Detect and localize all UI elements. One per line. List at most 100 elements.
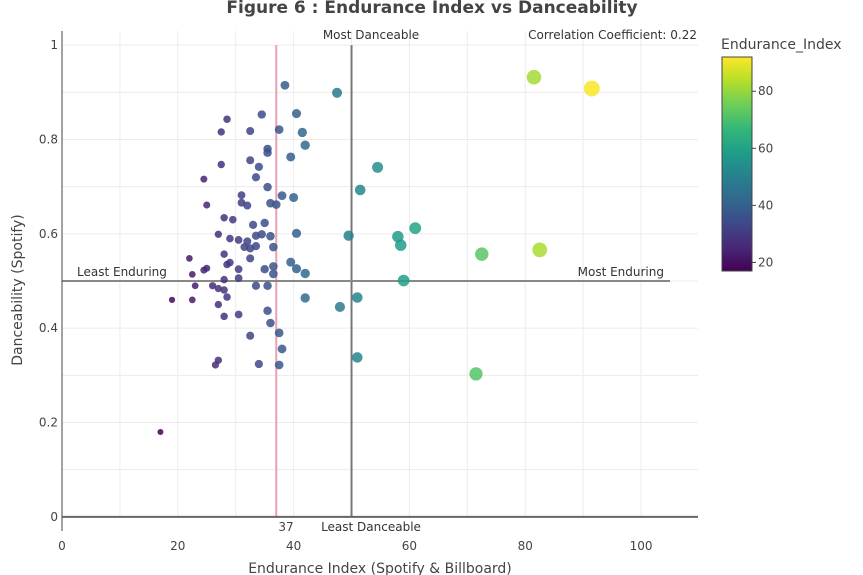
x-tick-label: 40: [286, 539, 301, 553]
data-points: [157, 69, 600, 435]
colorbar-tick-label: 20: [758, 255, 773, 269]
y-tick-label: 0.2: [39, 416, 58, 430]
data-point: [583, 80, 600, 97]
colorbar-ticks: 20 40 60 80: [752, 84, 773, 269]
data-point: [409, 222, 422, 235]
annotation-most-danceable: Most Danceable: [323, 28, 419, 42]
data-point: [352, 352, 363, 363]
data-point: [300, 268, 310, 279]
data-point: [220, 286, 228, 294]
y-tick-label: 0.4: [39, 321, 58, 335]
data-point: [343, 230, 354, 241]
data-point: [217, 160, 225, 169]
data-point: [220, 275, 228, 284]
data-point: [334, 301, 346, 313]
data-point: [157, 428, 164, 435]
x-tick-label: 0: [58, 539, 66, 553]
data-point: [257, 110, 266, 119]
data-point: [254, 162, 264, 171]
data-point: [214, 356, 223, 364]
data-point: [266, 231, 275, 241]
data-point: [271, 200, 281, 209]
data-point: [226, 234, 234, 243]
y-axis-title: Danceability (Spotify): [10, 214, 26, 366]
data-point: [203, 264, 211, 272]
x-tick-label: 100: [630, 539, 653, 553]
data-point: [226, 258, 234, 267]
data-point: [274, 360, 284, 370]
data-point: [257, 230, 266, 239]
data-point: [254, 359, 264, 369]
data-point: [269, 262, 278, 271]
data-point: [251, 241, 261, 251]
data-point: [191, 282, 199, 290]
data-point: [200, 175, 208, 183]
data-point: [260, 218, 269, 228]
data-point: [260, 265, 269, 274]
data-point: [291, 264, 302, 274]
data-point: [214, 300, 223, 309]
annotation-least-enduring: Least Enduring: [77, 265, 167, 279]
data-point: [186, 255, 193, 262]
data-point: [277, 344, 287, 354]
y-tick-label: 0: [50, 510, 58, 524]
data-point: [475, 247, 489, 261]
y-tick-label: 1: [50, 38, 58, 52]
data-point: [263, 182, 272, 192]
data-point: [223, 293, 231, 301]
data-point: [251, 281, 261, 290]
x-tick-label: 60: [402, 539, 417, 553]
data-point: [274, 125, 284, 134]
data-point: [397, 274, 410, 287]
data-point: [214, 284, 223, 293]
data-point: [223, 115, 231, 123]
data-point: [234, 236, 243, 244]
data-point: [234, 274, 243, 283]
data-point: [274, 328, 284, 338]
data-point: [243, 237, 252, 246]
data-point: [394, 239, 407, 251]
x-tick-label: 20: [170, 539, 185, 553]
colorbar-tick-label: 80: [758, 84, 773, 98]
y-tick-label: 0.6: [39, 227, 58, 241]
data-point: [372, 161, 384, 173]
data-point: [286, 257, 296, 267]
colorbar: Endurance_Index 20 40 60 80: [721, 37, 842, 272]
data-point: [269, 242, 278, 252]
data-point: [246, 126, 255, 136]
data-point: [228, 215, 237, 224]
data-point: [332, 87, 343, 98]
data-point: [214, 230, 223, 238]
data-point: [251, 173, 261, 182]
data-point: [220, 250, 228, 258]
data-point: [286, 152, 296, 162]
colorbar-title: Endurance_Index: [721, 37, 842, 53]
data-point: [234, 310, 243, 319]
data-point: [297, 127, 307, 138]
mean-line-label: 37: [278, 520, 293, 534]
data-point: [246, 156, 255, 165]
colorbar-tick-label: 60: [758, 141, 773, 155]
data-point: [300, 140, 310, 150]
data-point: [220, 214, 228, 222]
data-point: [266, 318, 275, 328]
data-point: [246, 254, 255, 263]
data-point: [208, 282, 217, 290]
data-point: [269, 269, 278, 279]
data-point: [188, 271, 196, 278]
data-point: [168, 296, 176, 303]
data-point: [526, 69, 542, 85]
axes: 0 20 40 60 80 100 0 0.2 0.4 0.6 0.8 1: [39, 31, 698, 553]
y-tick-label: 0.8: [39, 132, 58, 146]
x-axis-title: Endurance Index (Spotify & Billboard): [248, 561, 512, 575]
annotation-correlation: Correlation Coefficient: 0.22: [528, 28, 697, 42]
data-point: [277, 191, 287, 201]
colorbar-gradient: [721, 56, 753, 272]
data-point: [237, 191, 246, 200]
data-point: [246, 331, 255, 340]
data-point: [234, 265, 243, 274]
data-point: [291, 228, 302, 238]
data-point: [220, 312, 228, 321]
data-point: [217, 128, 225, 136]
